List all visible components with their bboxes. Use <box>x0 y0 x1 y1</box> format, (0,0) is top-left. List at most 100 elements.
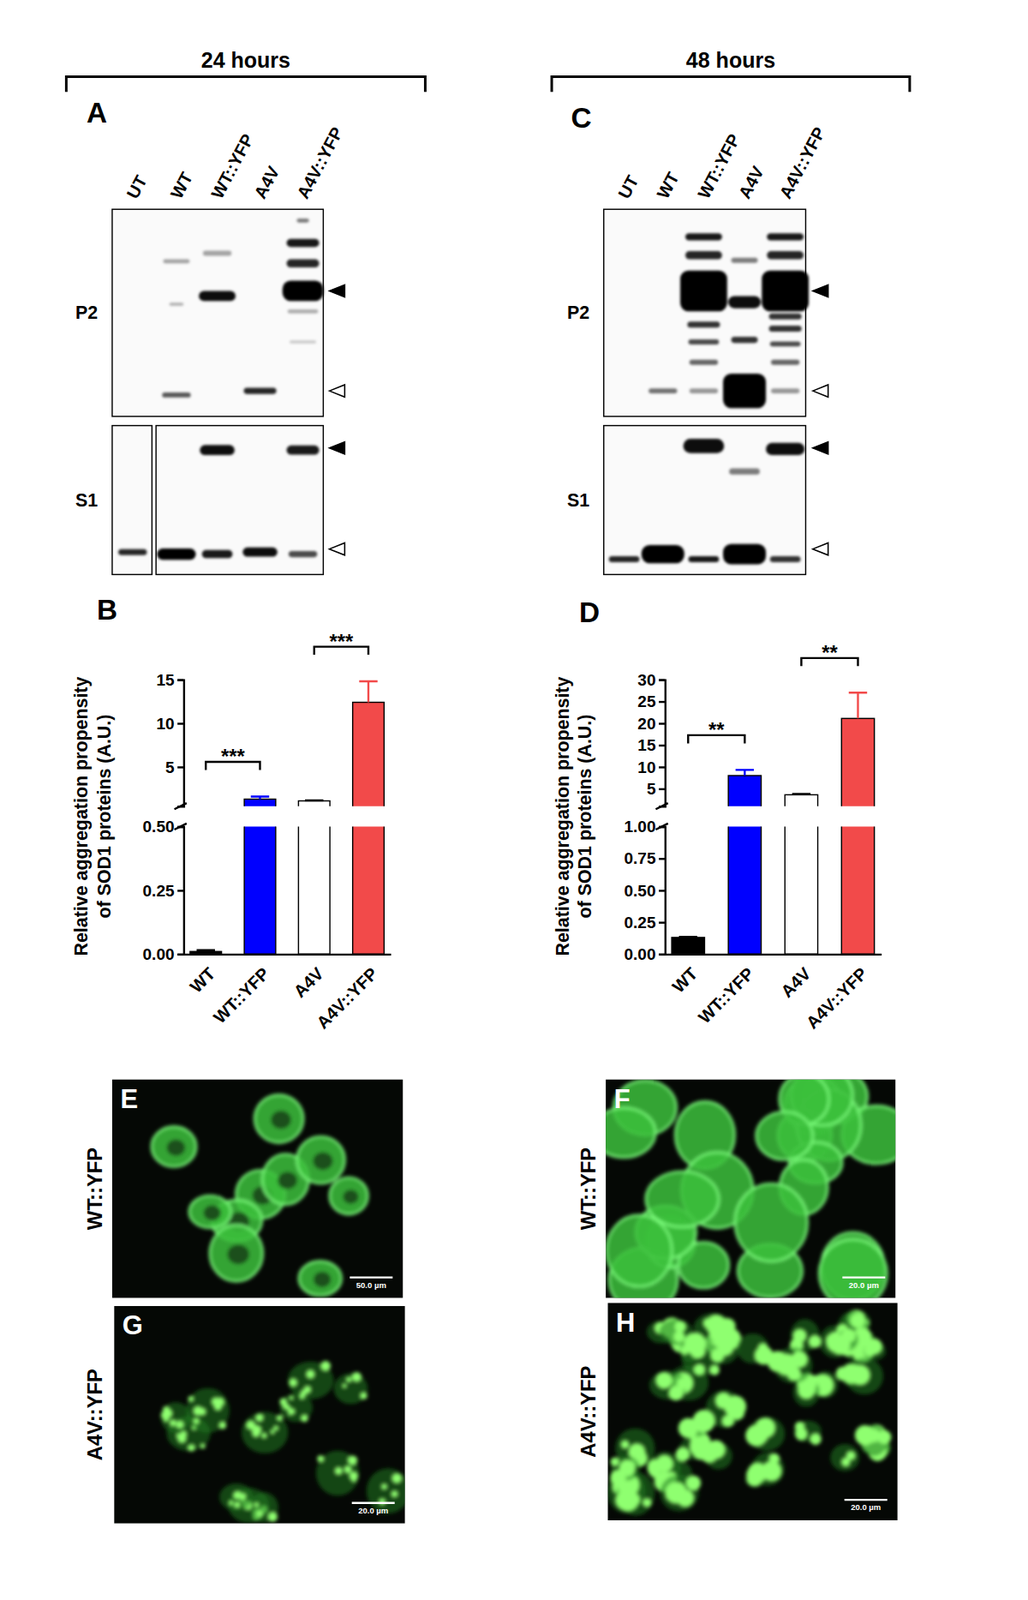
y-axis-title: Relative aggregation propensity <box>71 675 92 956</box>
significance-label: *** <box>221 744 246 768</box>
tick-mark <box>658 920 665 923</box>
scale-bar-label: 20.0 µm <box>358 1505 389 1515</box>
axis-line <box>184 953 392 956</box>
error-line <box>367 681 370 702</box>
punctum <box>693 1411 714 1433</box>
bar <box>352 701 385 806</box>
punctum <box>711 1348 725 1363</box>
arrow-filled <box>329 284 346 297</box>
tick: WT <box>186 953 220 996</box>
tick-mark <box>177 953 184 956</box>
micrograph-cells <box>161 1360 406 1523</box>
punctum <box>391 1489 399 1497</box>
punctum <box>759 1432 768 1441</box>
y-axis: 51015202530 <box>637 670 665 807</box>
plot-marks <box>190 825 384 954</box>
punctum <box>655 1371 673 1389</box>
error-cap <box>792 792 811 795</box>
axis-line <box>177 680 185 807</box>
band <box>731 257 759 263</box>
cell-layer <box>605 1079 896 1298</box>
punctum <box>794 1427 807 1440</box>
punctum <box>270 1428 275 1434</box>
y-axis: 0.000.250.50 <box>143 817 185 963</box>
punctum <box>334 1466 343 1475</box>
nucleus <box>312 1151 334 1170</box>
punctum <box>391 1472 402 1483</box>
tick-mark <box>658 765 665 768</box>
arrow-open <box>812 384 829 397</box>
lane-label: A4V::YFP <box>292 124 347 203</box>
scale-bar <box>352 1501 395 1504</box>
cell <box>185 1387 230 1433</box>
tick-label: 5 <box>165 758 175 777</box>
punctum <box>316 1454 324 1462</box>
punctum <box>254 1501 259 1507</box>
band <box>156 548 196 560</box>
band <box>771 359 800 365</box>
tick-mark <box>658 953 665 956</box>
plot-marks <box>190 681 384 807</box>
band <box>766 251 804 260</box>
band <box>648 388 677 394</box>
tick-label: 10 <box>155 714 174 733</box>
punctum <box>219 1421 228 1429</box>
punctum <box>163 1416 169 1422</box>
punctum <box>723 1394 747 1417</box>
header: 24 hours <box>201 47 291 72</box>
error-bar <box>251 795 269 799</box>
tick-label: 10 <box>637 758 656 777</box>
panel-letter: A <box>86 96 108 129</box>
tick: 0.25 <box>143 881 185 900</box>
error-bar <box>197 950 216 951</box>
micrograph-cells <box>605 1079 896 1298</box>
scale-bar <box>844 1498 888 1501</box>
micrograph-label: WT::YFP <box>83 1147 107 1231</box>
axis-line <box>665 953 882 956</box>
punctum <box>685 1427 697 1439</box>
tick-label: 0.75 <box>623 848 656 867</box>
punctum <box>346 1376 352 1382</box>
band <box>198 290 236 301</box>
tick: 0.00 <box>143 944 185 963</box>
cell <box>316 1450 359 1495</box>
band <box>641 544 685 563</box>
punctum <box>618 1458 636 1477</box>
micrograph-frame <box>112 1079 403 1298</box>
cell <box>334 1372 369 1404</box>
punctum <box>176 1420 185 1429</box>
micrograph-label: A4V::YFP <box>83 1368 107 1460</box>
band <box>689 388 718 394</box>
lane-label: WT::YFP <box>207 131 257 203</box>
punctum <box>304 1385 311 1393</box>
error-cap <box>304 799 323 801</box>
band <box>769 313 802 320</box>
bar <box>841 717 874 806</box>
header-bracket <box>65 76 425 92</box>
bar <box>352 825 385 954</box>
band <box>286 259 320 269</box>
band <box>118 549 147 556</box>
band <box>169 302 185 306</box>
scale-bar <box>842 1275 885 1278</box>
scale-bar <box>349 1275 393 1278</box>
band <box>202 549 234 559</box>
punctum <box>360 1392 368 1399</box>
punctum <box>176 1432 182 1438</box>
band <box>769 325 802 332</box>
lane-label: WT <box>653 168 683 203</box>
bar <box>298 825 330 954</box>
cell-layer <box>161 1360 406 1523</box>
punctum <box>668 1385 683 1400</box>
punctum <box>273 1425 279 1431</box>
tick: 0.50 <box>623 881 665 900</box>
tick-label: A4V <box>776 962 815 1001</box>
axis-break <box>174 823 187 830</box>
plot-marks <box>671 825 875 954</box>
punctum <box>850 1312 866 1327</box>
blot-frame <box>112 425 152 575</box>
micrograph-frame <box>608 1302 898 1520</box>
punctum <box>349 1456 356 1463</box>
band <box>282 280 324 302</box>
arrow-filled <box>812 284 829 297</box>
